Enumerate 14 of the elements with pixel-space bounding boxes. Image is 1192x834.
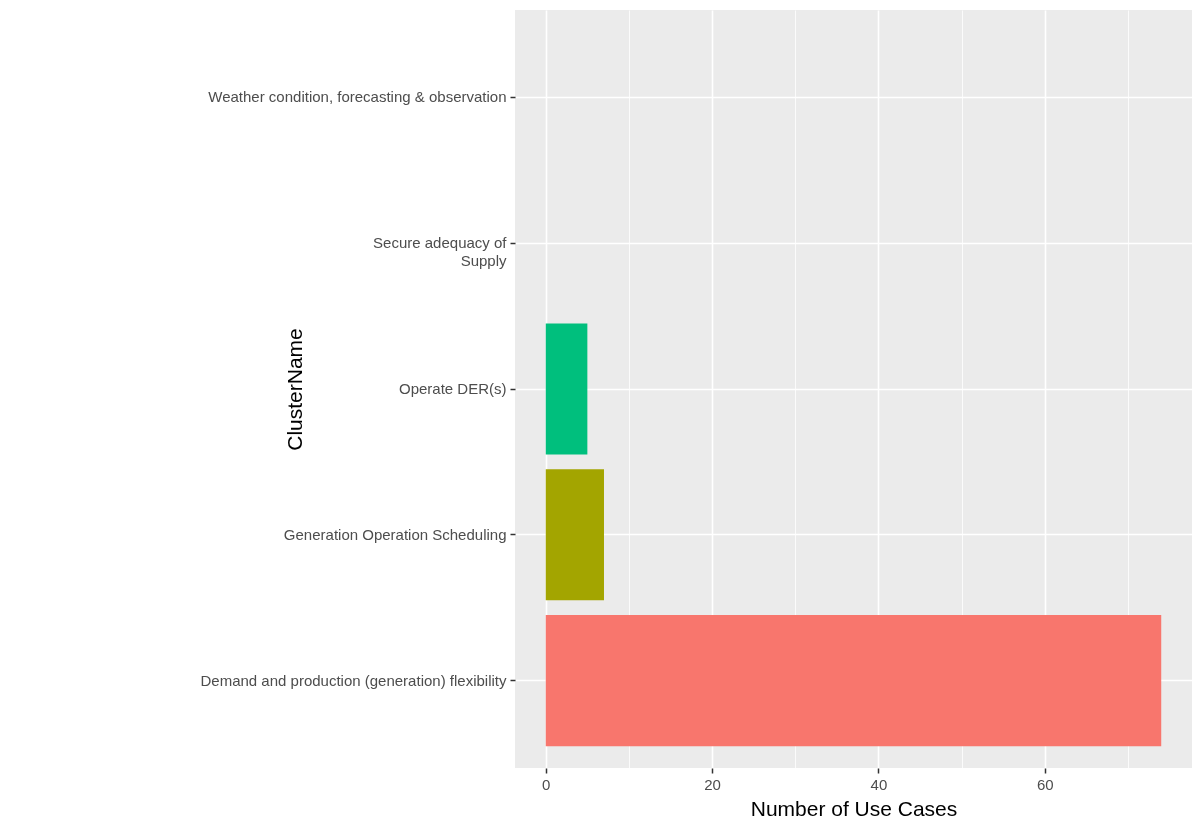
y-tick-label: Demand and production (generation) flexibility <box>200 671 507 689</box>
x-tick-label: 40 <box>870 775 888 793</box>
x-tick-label: 20 <box>704 775 721 793</box>
x-tick-label: 0 <box>542 775 551 793</box>
y-tick-label: Generation Operation Scheduling <box>283 525 507 543</box>
y-axis-title: ClusterName <box>282 328 306 451</box>
bar <box>545 323 588 455</box>
y-tick-label: Weather condition, forecasting & observation <box>208 88 507 106</box>
bar <box>545 614 1162 747</box>
y-tick-label: Operate DER(s) <box>398 380 507 397</box>
x-axis-title: Number of Use Cases <box>750 796 958 820</box>
y-tick-label: Secure adequacy of Supply <box>373 234 508 270</box>
bar <box>545 469 604 601</box>
x-tick-label: 60 <box>1036 775 1054 793</box>
